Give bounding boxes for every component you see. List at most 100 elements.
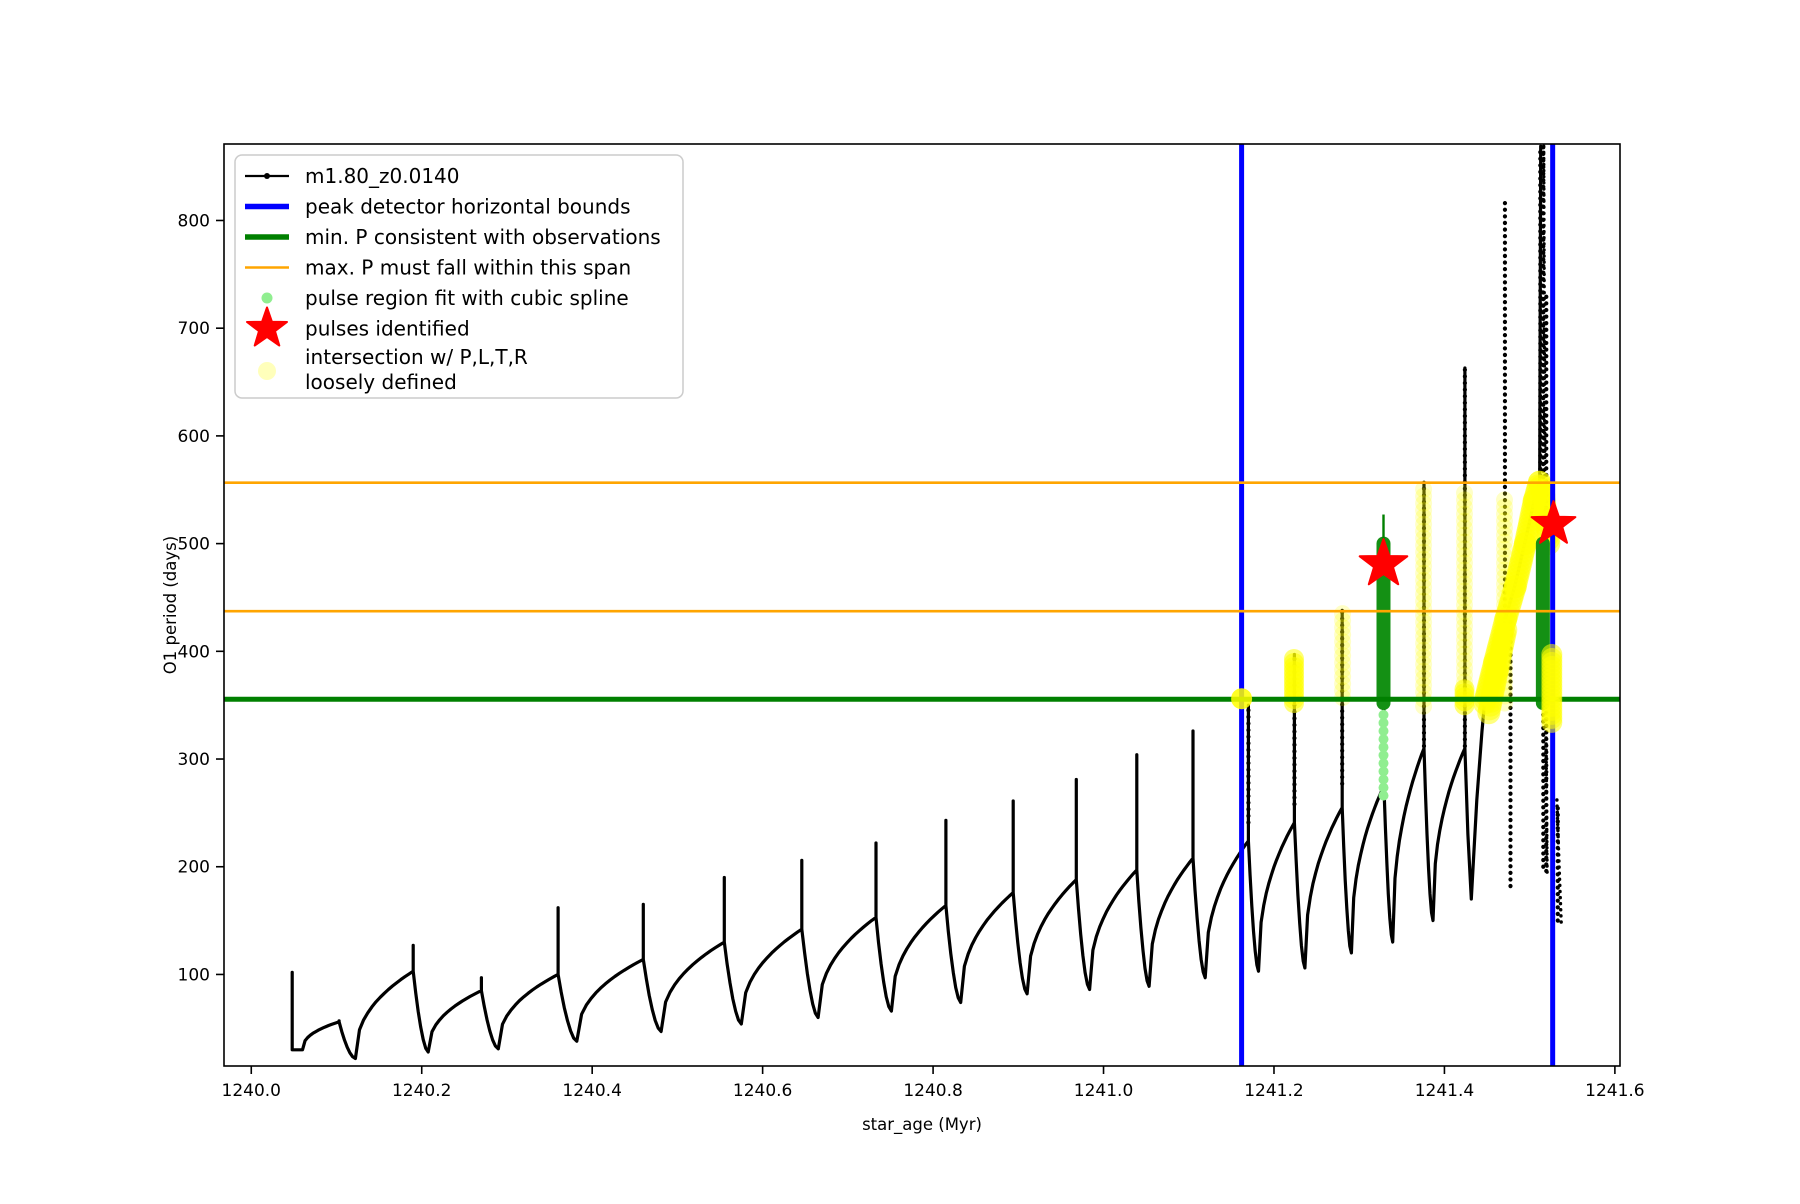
legend-item-label: loosely defined bbox=[305, 370, 457, 394]
intersection-dot bbox=[1415, 515, 1433, 533]
x-tick-label: 1240.6 bbox=[733, 1081, 792, 1101]
intersection-dot bbox=[1456, 491, 1473, 509]
intersection-dot bbox=[1334, 675, 1352, 693]
intersection-dot bbox=[1334, 612, 1352, 630]
legend-item: m1.80_z0.0140 bbox=[245, 164, 460, 188]
intersection-dot bbox=[1415, 683, 1433, 701]
y-tick-label: 500 bbox=[178, 535, 210, 555]
intersection-dot bbox=[1415, 557, 1433, 575]
pulse-star bbox=[1358, 538, 1409, 586]
intersection-dot bbox=[1415, 662, 1433, 680]
x-tick-label: 1241.4 bbox=[1415, 1081, 1474, 1101]
pulse-spline-dot bbox=[1378, 717, 1389, 728]
pulse-spline-dot bbox=[1378, 726, 1389, 736]
intersection-dot bbox=[1456, 638, 1473, 656]
x-tick-label: 1240.2 bbox=[392, 1081, 451, 1101]
pulse-spline-dot bbox=[1378, 790, 1389, 801]
x-tick-label: 1241.2 bbox=[1244, 1081, 1303, 1101]
small-dot-icon bbox=[261, 292, 273, 304]
x-tick-label: 1241.0 bbox=[1074, 1081, 1133, 1101]
intersection-dot bbox=[1415, 641, 1433, 659]
legend-item: peak detector horizontal bounds bbox=[245, 195, 631, 219]
intersection-dot bbox=[1456, 512, 1473, 530]
intersection-dot bbox=[1456, 526, 1473, 544]
intersection-dot bbox=[1456, 575, 1473, 593]
intersection-dot bbox=[1496, 498, 1513, 516]
intersection-dot bbox=[1415, 578, 1433, 596]
intersection-dot bbox=[1456, 519, 1473, 537]
intersection-dot bbox=[1456, 561, 1473, 579]
legend-item-label: peak detector horizontal bounds bbox=[305, 195, 631, 219]
intersection-dot bbox=[1415, 634, 1433, 652]
x-tick-label: 1240.4 bbox=[562, 1081, 621, 1101]
intersection-dot bbox=[1456, 617, 1473, 635]
intersection-dot bbox=[1415, 501, 1433, 519]
intersection-dot bbox=[1415, 494, 1433, 512]
intersection-dot bbox=[1415, 620, 1433, 638]
axes-layer: 1240.0 1240.2 1240.4 1240.6 1240.8 1241.0 1241… bbox=[178, 143, 1645, 1101]
intersection-dot bbox=[1334, 668, 1352, 686]
intersection-dot bbox=[1415, 543, 1433, 561]
intersection-dot bbox=[1334, 654, 1352, 672]
y-tick-label: 800 bbox=[178, 211, 210, 231]
pulse-star bbox=[1530, 500, 1577, 544]
intersection-dot bbox=[1334, 633, 1352, 651]
intersection-dot bbox=[1456, 554, 1473, 572]
legend-item: min. P consistent with observations bbox=[245, 225, 661, 249]
legend-item-label: min. P consistent with observations bbox=[305, 225, 661, 249]
plot-border bbox=[223, 143, 1621, 1067]
intersection-dot bbox=[1415, 648, 1433, 666]
intersection-dot bbox=[1334, 640, 1352, 658]
intersection-dot bbox=[1334, 647, 1352, 665]
x-tick-label: 1240.0 bbox=[222, 1081, 281, 1101]
intersection-dot bbox=[1415, 627, 1433, 645]
y-tick-label: 700 bbox=[178, 319, 210, 339]
intersection-dot bbox=[1456, 652, 1473, 670]
intersection-dot bbox=[1415, 613, 1433, 631]
intersection-dot bbox=[1496, 491, 1513, 509]
legend-item-label: max. P must fall within this span bbox=[305, 256, 631, 280]
intersection-dot bbox=[1456, 596, 1473, 614]
pulse-spline-dot bbox=[1378, 750, 1389, 761]
plot-data-layer bbox=[224, 144, 1620, 1066]
intersection-dot bbox=[1456, 540, 1473, 558]
intersection-dot bbox=[1456, 589, 1473, 607]
intersection-dot bbox=[1415, 676, 1433, 694]
y-tick-label: 200 bbox=[178, 858, 210, 878]
intersection-dot bbox=[1496, 547, 1513, 565]
intersection-dot bbox=[1496, 505, 1513, 523]
intersection-dot bbox=[1415, 655, 1433, 673]
pulse-spline-dot bbox=[1378, 742, 1389, 753]
dot-marker-icon bbox=[264, 173, 270, 179]
intersection-dot bbox=[1334, 682, 1352, 700]
intersection-dot bbox=[1496, 512, 1513, 530]
intersection-dot bbox=[1541, 643, 1563, 665]
x-tick-label: 1240.8 bbox=[903, 1081, 962, 1101]
pulsation-curve bbox=[290, 144, 1543, 1061]
star-icon bbox=[246, 306, 288, 347]
intersection-dot bbox=[1496, 519, 1513, 537]
legend-item: pulses identified bbox=[246, 306, 470, 347]
intersection-dot bbox=[1456, 484, 1473, 502]
intersection-dot bbox=[1415, 529, 1433, 547]
intersection-dot bbox=[1415, 585, 1433, 603]
legend-item-label: pulses identified bbox=[305, 317, 470, 341]
intersection-dot bbox=[1334, 619, 1352, 637]
pulse-spline-dot bbox=[1378, 774, 1389, 785]
intersection-dot bbox=[1456, 568, 1473, 586]
pulse-spline-dot bbox=[1378, 734, 1389, 745]
intersection-dot bbox=[1496, 533, 1513, 551]
intersection-dot bbox=[1456, 659, 1473, 677]
intersection-dot bbox=[1454, 679, 1475, 700]
intersection-dot bbox=[1415, 669, 1433, 687]
y-tick-label: 300 bbox=[178, 750, 210, 770]
pulse-spline-dot bbox=[1378, 758, 1389, 769]
intersection-dot bbox=[1496, 526, 1513, 544]
intersection-dot bbox=[1415, 592, 1433, 610]
pulse-spline-dot bbox=[1378, 709, 1389, 720]
intersection-dot bbox=[1456, 624, 1473, 642]
intersection-dot bbox=[1415, 599, 1433, 617]
y-axis-label: O1 period (days) bbox=[161, 536, 180, 674]
